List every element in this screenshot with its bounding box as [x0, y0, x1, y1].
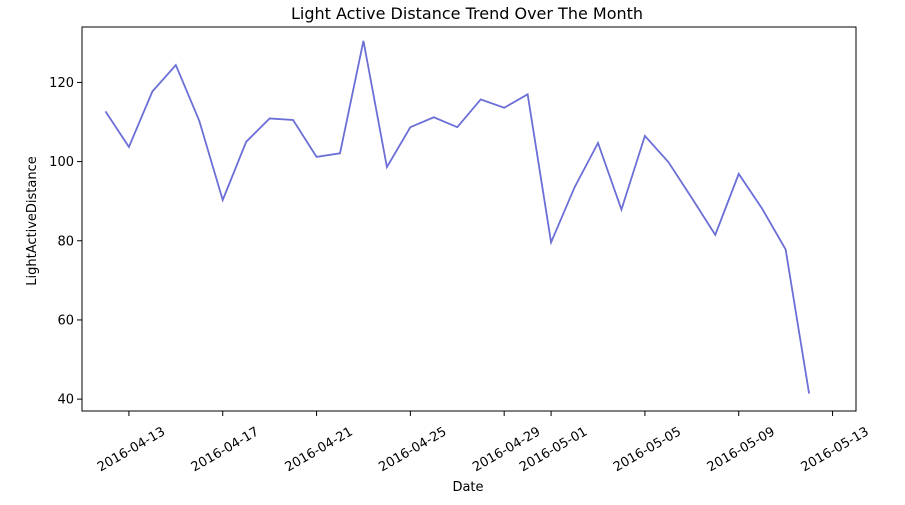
y-tick-label: 80	[57, 234, 74, 249]
y-tick-label: 40	[57, 393, 74, 408]
y-axis-label: LightActiveDistance	[25, 156, 40, 286]
x-tick-label: 2016-04-13	[95, 424, 168, 475]
y-tick-label: 60	[57, 313, 74, 328]
y-tick-label: 100	[49, 155, 74, 170]
y-tick-label: 120	[49, 76, 74, 91]
x-tick-label: 2016-04-17	[189, 424, 262, 475]
series-line	[104, 40, 810, 394]
x-axis: 2016-04-13 2016-04-17 2016-04-21 2016-04-25…	[95, 411, 872, 475]
x-tick-label: 2016-05-05	[611, 424, 684, 475]
chart-title: Light Active Distance Trend Over The Mon…	[291, 4, 643, 23]
y-axis: 40 60 80 100 120	[49, 76, 82, 408]
plot-frame	[81, 26, 857, 412]
plot-area	[81, 26, 857, 412]
x-tick-label: 2016-04-25	[376, 424, 449, 475]
x-tick-label: 2016-05-13	[799, 424, 872, 475]
x-tick-label: 2016-04-21	[283, 424, 356, 475]
x-tick-label: 2016-05-09	[705, 424, 778, 475]
x-axis-label: Date	[452, 480, 483, 495]
